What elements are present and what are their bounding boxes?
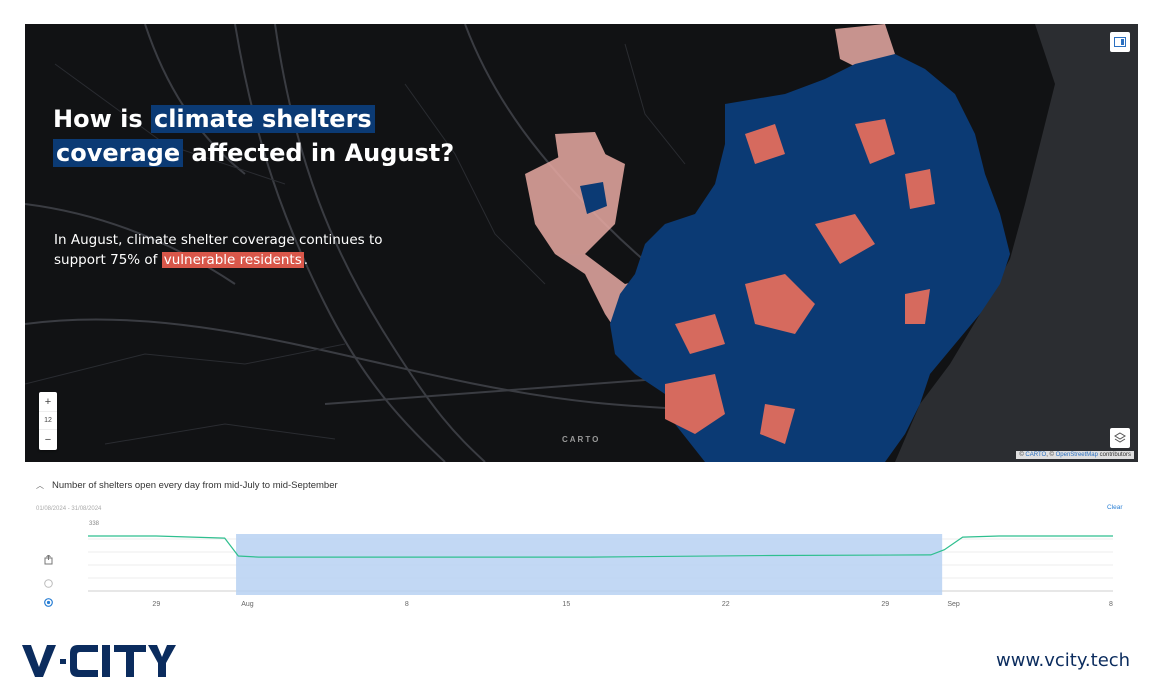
map-headline: How is climate shelters coverage affecte… — [53, 102, 454, 170]
attr-prefix: © — [1019, 452, 1026, 458]
export-icon[interactable] — [43, 555, 53, 565]
attr-sep: , © — [1046, 452, 1056, 458]
footer-url[interactable]: www.vcity.tech — [996, 650, 1131, 671]
x-tick-label: Sep — [947, 601, 960, 608]
carto-logo: CARTO — [562, 435, 601, 444]
chevron-up-icon: ︿ — [36, 481, 44, 490]
timeline-x-ticks: 29 Aug 8 15 22 29 Sep 8 — [152, 601, 1113, 608]
layers-icon — [1114, 432, 1126, 443]
zoom-level: 12 — [39, 411, 57, 430]
x-tick-label: 8 — [405, 601, 409, 608]
x-tick-label: 8 — [1109, 601, 1113, 608]
play-icon[interactable] — [43, 597, 53, 607]
legend-toggle-button[interactable] — [1110, 32, 1130, 52]
map-subtext: In August, climate shelter coverage cont… — [54, 230, 404, 270]
subtext-end: . — [303, 252, 309, 268]
vcity-logo — [22, 643, 176, 684]
x-tick-label: Aug — [241, 601, 254, 608]
panel-icon — [1114, 37, 1126, 47]
zoom-control: + 12 − — [39, 392, 57, 450]
zoom-in-button[interactable]: + — [44, 395, 52, 408]
subtext-body: In August, climate shelter coverage cont… — [54, 232, 383, 268]
headline-text-1: How is — [53, 105, 151, 133]
attr-suffix: contributors — [1097, 452, 1131, 458]
subtext-highlight: vulnerable residents — [161, 252, 304, 268]
map-attribution: © CARTO, © OpenStreetMap contributors — [1016, 451, 1134, 459]
attr-carto-link[interactable]: CARTO — [1025, 452, 1047, 458]
pause-icon[interactable] — [43, 578, 53, 588]
headline-highlight-1: climate shelters — [150, 105, 375, 133]
timeline-title: Number of shelters open every day from m… — [52, 480, 338, 491]
x-tick-label: 22 — [722, 601, 730, 608]
y-max-label: 338 — [89, 521, 100, 527]
headline-highlight-2: coverage — [53, 139, 184, 167]
zoom-out-button[interactable]: − — [44, 433, 52, 446]
timeline-header[interactable]: ︿ Number of shelters open every day from … — [36, 480, 338, 491]
clear-button[interactable]: Clear — [1107, 504, 1123, 511]
timeline-selection[interactable] — [236, 534, 943, 595]
x-tick-label: 29 — [881, 601, 889, 608]
timeline-series-line — [88, 535, 1113, 558]
date-range: 01/08/2024 - 31/08/2024 — [36, 506, 102, 512]
layers-button[interactable] — [1110, 428, 1130, 448]
x-tick-label: 15 — [562, 601, 570, 608]
map-view[interactable]: How is climate shelters coverage affecte… — [25, 24, 1138, 462]
headline-text-2: affected in August? — [183, 139, 455, 167]
attr-osm-link[interactable]: OpenStreetMap — [1055, 452, 1098, 458]
x-tick-label: 29 — [152, 601, 160, 608]
